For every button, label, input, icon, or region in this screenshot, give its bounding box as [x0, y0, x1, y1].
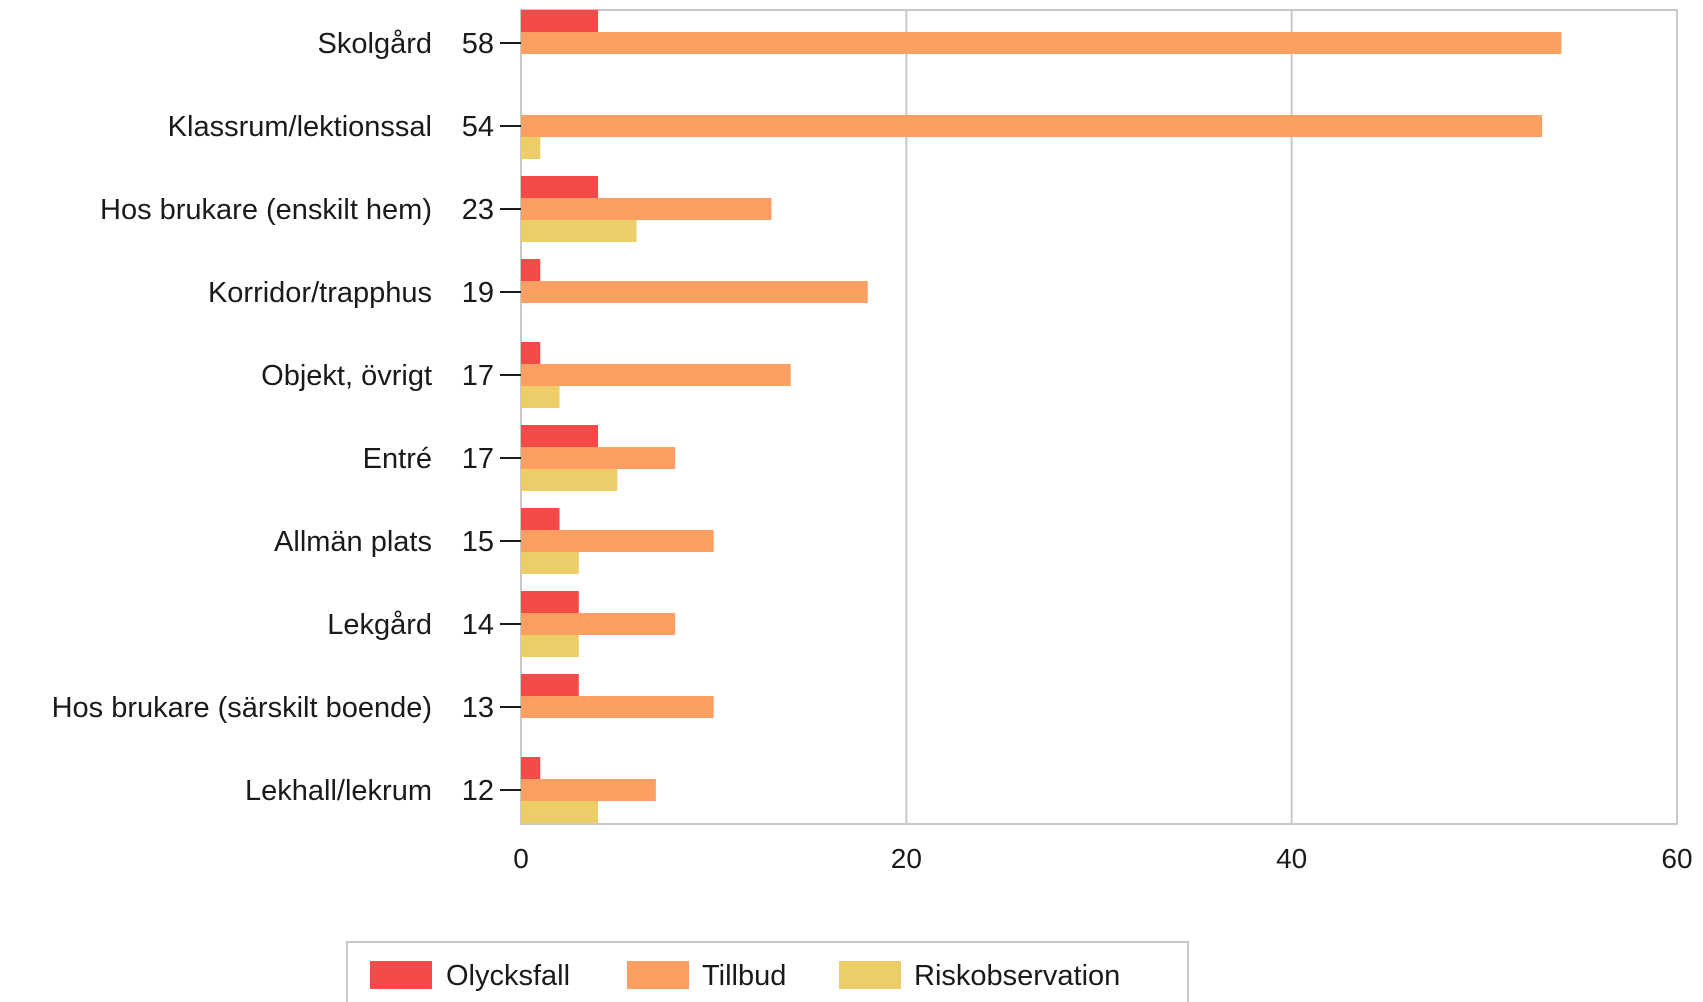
legend-label-riskobservation: Riskobservation: [914, 960, 1120, 992]
bar-tillbud: [521, 696, 714, 718]
bar-olycksfall: [521, 757, 541, 779]
bar-tillbud: [521, 613, 676, 635]
category-total-label: 19: [462, 277, 494, 309]
category-label: Hos brukare (särskilt boende): [52, 692, 432, 724]
category-total-label: 58: [462, 28, 494, 60]
bar-olycksfall: [521, 10, 599, 32]
bar-olycksfall: [521, 425, 599, 447]
bar-riskobservation: [521, 552, 579, 574]
bars: [521, 10, 1562, 823]
x-tick-label: 60: [1661, 843, 1692, 874]
category-label: Korridor/trapphus: [208, 277, 432, 309]
bar-tillbud: [521, 198, 772, 220]
gridlines: [905, 10, 1293, 824]
bar-riskobservation: [521, 220, 637, 242]
x-tick-label: 40: [1276, 843, 1307, 874]
bar-olycksfall: [521, 508, 560, 530]
category-total-label: 17: [462, 443, 494, 475]
category-label: Lekhall/lekrum: [245, 775, 432, 807]
bar-olycksfall: [521, 259, 541, 281]
category-total-label: 13: [462, 692, 494, 724]
category-label: Klassrum/lektionssal: [168, 111, 432, 143]
bar-riskobservation: [521, 386, 560, 408]
bar-tillbud: [521, 32, 1562, 54]
bar-tillbud: [521, 530, 714, 552]
legend-swatch-riskobservation: [839, 961, 901, 989]
bar-riskobservation: [521, 801, 599, 823]
category-total-label: 23: [462, 194, 494, 226]
bar-tillbud: [521, 281, 868, 303]
category-label: Allmän plats: [274, 526, 432, 558]
x-axis: 0 20 40 60: [513, 843, 1692, 874]
category-total-label: 12: [462, 775, 494, 807]
category-total-label: 15: [462, 526, 494, 558]
bar-riskobservation: [521, 469, 618, 491]
legend-swatch-tillbud: [627, 961, 689, 989]
category-label: Skolgård: [318, 28, 432, 60]
category-label: Entré: [363, 443, 432, 475]
category-label: Objekt, övrigt: [261, 360, 432, 392]
bar-tillbud: [521, 447, 676, 469]
bar-riskobservation: [521, 137, 541, 159]
legend-label-tillbud: Tillbud: [702, 960, 786, 992]
category-label: Lekgård: [327, 609, 432, 641]
legend-frame: [346, 941, 1189, 1002]
bar-riskobservation: [521, 635, 579, 657]
legend: Olycksfall Tillbud Riskobservation: [346, 941, 1189, 1002]
x-tick-label: 0: [513, 843, 529, 874]
legend-label-olycksfall: Olycksfall: [446, 960, 570, 992]
bar-tillbud: [521, 364, 791, 386]
bar-olycksfall: [521, 342, 541, 364]
plot-frame: [520, 9, 1678, 825]
category-total-label: 14: [462, 609, 494, 641]
bar-tillbud: [521, 779, 656, 801]
bar-olycksfall: [521, 176, 599, 198]
category-total-label: 54: [462, 111, 494, 143]
bar-tillbud: [521, 115, 1543, 137]
bar-olycksfall: [521, 674, 579, 696]
x-tick-label: 20: [891, 843, 922, 874]
legend-swatch-olycksfall: [370, 961, 432, 989]
category-total-label: 17: [462, 360, 494, 392]
category-label: Hos brukare (enskilt hem): [100, 194, 432, 226]
bar-olycksfall: [521, 591, 579, 613]
category-labels: Skolgård 58 Klassrum/lektionssal 54 Hos bruk…: [52, 28, 521, 807]
